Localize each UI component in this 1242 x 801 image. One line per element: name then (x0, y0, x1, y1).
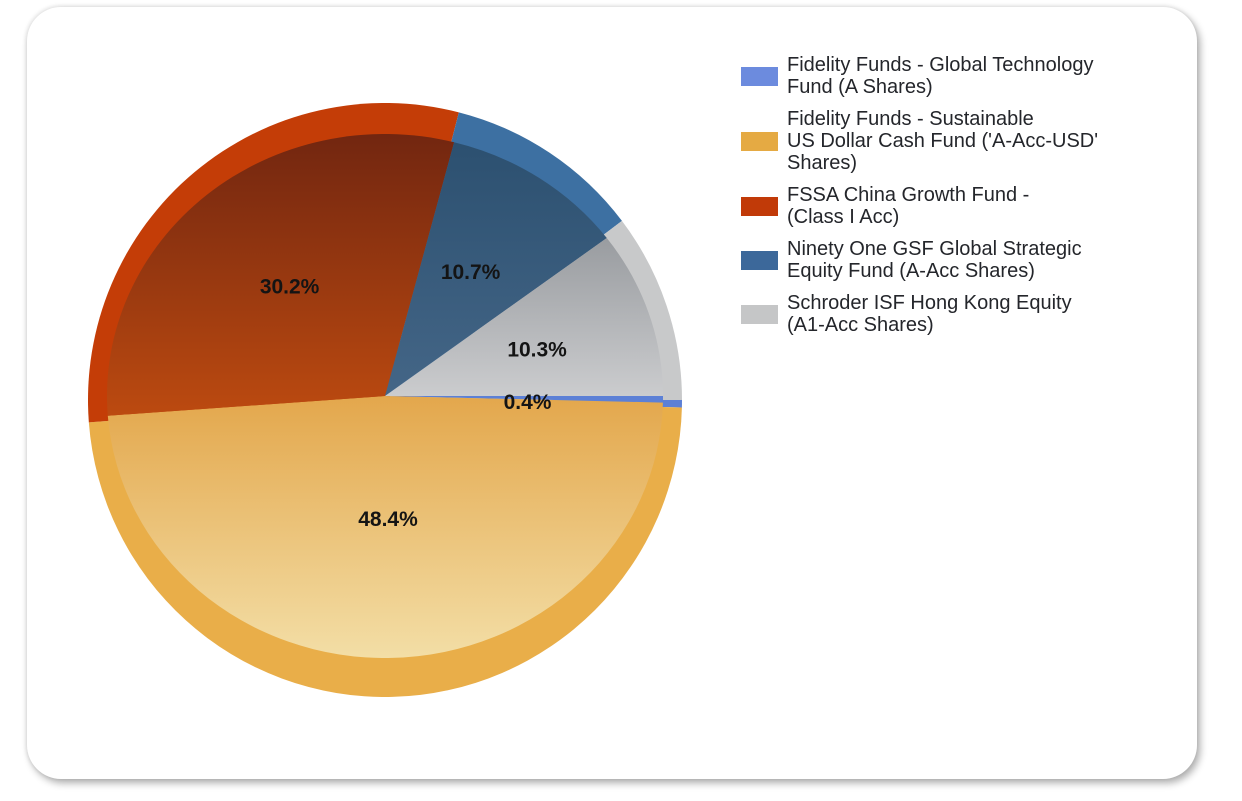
legend-item-hong-kong-equity: Schroder ISF Hong Kong Equity (A1-Acc Sh… (741, 292, 1161, 336)
legend-swatch-china-growth (741, 196, 778, 216)
legend-label-china-growth: FSSA China Growth Fund - (Class I Acc) (787, 184, 1030, 228)
legend-item-china-growth: FSSA China Growth Fund - (Class I Acc) (741, 184, 1161, 228)
legend-swatch-strategic-equity (741, 250, 778, 270)
chart-legend: Fidelity Funds - Global Technology Fund … (741, 54, 1161, 346)
legend-item-global-technology: Fidelity Funds - Global Technology Fund … (741, 54, 1161, 98)
legend-item-us-dollar-cash: Fidelity Funds - Sustainable US Dollar C… (741, 108, 1161, 174)
legend-label-strategic-equity: Ninety One GSF Global Strategic Equity F… (787, 238, 1082, 282)
pie-label-hong-kong-equity: 10.3% (507, 338, 567, 361)
legend-item-strategic-equity: Ninety One GSF Global Strategic Equity F… (741, 238, 1161, 282)
legend-swatch-us-dollar-cash (741, 131, 778, 151)
legend-label-global-technology: Fidelity Funds - Global Technology Fund … (787, 54, 1094, 98)
pie-label-china-growth: 30.2% (260, 276, 320, 299)
pie-slice-us-dollar-cash (107, 396, 663, 659)
legend-label-us-dollar-cash: Fidelity Funds - Sustainable US Dollar C… (787, 108, 1099, 174)
legend-label-hong-kong-equity: Schroder ISF Hong Kong Equity (A1-Acc Sh… (787, 292, 1072, 336)
pie-slice-strategic-equity (385, 142, 607, 396)
legend-swatch-hong-kong-equity (741, 304, 778, 324)
chart-card: 0.4% 48.4% 30.2% 10.7% 10.3% Fidelity Funds … (27, 7, 1197, 779)
pie-slice-hong-kong-equity (385, 238, 663, 396)
pie-slice-global-technology (385, 396, 663, 403)
pie-label-us-dollar-cash: 48.4% (358, 508, 418, 531)
pie-label-strategic-equity: 10.7% (441, 261, 501, 284)
pie-slice-china-growth (106, 134, 455, 416)
legend-swatch-global-technology (741, 66, 778, 86)
pie-chart: 0.4% 48.4% 30.2% 10.7% 10.3% (88, 103, 682, 697)
pie-label-global-technology: 0.4% (504, 391, 552, 414)
